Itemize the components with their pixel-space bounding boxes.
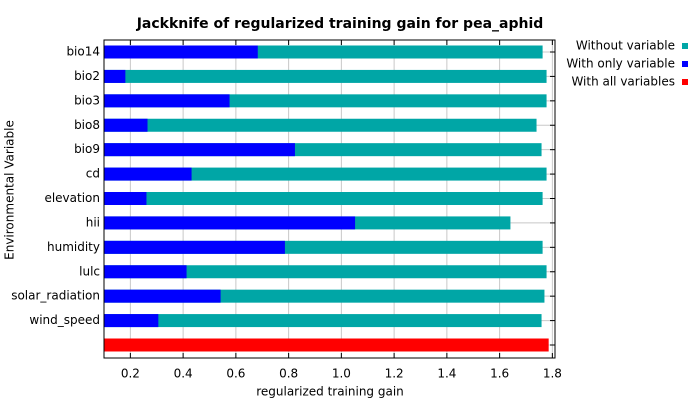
bar <box>104 143 295 157</box>
x-tick-label: 0.8 <box>279 367 298 381</box>
y-tick-label: bio3 <box>74 93 100 107</box>
bar <box>104 94 230 108</box>
y-tick-label: bio8 <box>74 118 100 132</box>
legend-swatch <box>682 61 688 67</box>
x-tick-label: 0.6 <box>226 367 245 381</box>
bar <box>104 167 192 181</box>
y-tick-label: elevation <box>44 191 100 205</box>
y-tick-label: wind_speed <box>29 313 100 327</box>
bar <box>104 69 547 83</box>
y-tick-label: bio2 <box>74 69 100 83</box>
bar <box>104 118 537 132</box>
y-tick-label: bio9 <box>74 142 100 156</box>
plot-frame <box>103 39 556 359</box>
x-axis-label: regularized training gain <box>256 385 404 399</box>
x-tick-label: 1.0 <box>332 367 351 381</box>
legend-label: With all variables <box>571 75 675 89</box>
x-tick-label: 0.4 <box>174 367 193 381</box>
legend-label: With only variable <box>566 57 675 71</box>
x-tick-label: 1.4 <box>437 367 456 381</box>
y-axis-label: Environmental Variable <box>3 120 17 260</box>
y-tick-label: hii <box>86 215 100 229</box>
bar <box>104 69 126 83</box>
x-tick-label: 1.8 <box>543 367 562 381</box>
bar <box>104 216 356 230</box>
y-tick-label: bio14 <box>66 45 100 59</box>
y-tick-label: cd <box>86 167 100 181</box>
x-tick-label: 1.2 <box>385 367 404 381</box>
bar <box>104 265 187 279</box>
bar <box>104 240 285 254</box>
bar <box>104 314 542 328</box>
x-tick-label: 1.6 <box>490 367 509 381</box>
y-tick-label: humidity <box>47 240 100 254</box>
y-tick-label: lulc <box>79 264 100 278</box>
bar <box>104 167 547 181</box>
bar <box>104 289 221 303</box>
bar <box>104 338 549 352</box>
x-tick-label: 0.2 <box>121 367 140 381</box>
bar <box>104 192 147 205</box>
bar <box>104 265 547 279</box>
bar <box>104 314 159 328</box>
bar <box>104 192 543 205</box>
legend-label: Without variable <box>576 39 675 53</box>
bar <box>104 118 148 132</box>
y-tick-label: solar_radiation <box>11 289 100 303</box>
legend-swatch <box>682 43 688 49</box>
chart-title: Jackknife of regularized training gain f… <box>136 16 544 32</box>
legend-swatch <box>682 79 688 85</box>
bar <box>104 45 258 59</box>
